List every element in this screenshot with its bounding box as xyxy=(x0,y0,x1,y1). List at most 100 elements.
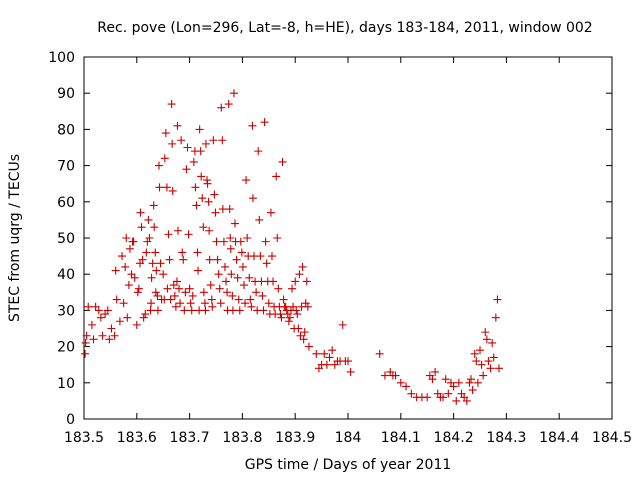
data-point xyxy=(84,302,93,311)
data-point xyxy=(185,284,194,293)
data-point xyxy=(439,393,448,402)
data-point xyxy=(200,299,209,308)
y-tick-label: 10 xyxy=(57,376,75,392)
data-point xyxy=(264,299,273,308)
data-point xyxy=(291,277,300,286)
data-point xyxy=(191,183,200,192)
data-point xyxy=(81,349,90,358)
x-axis: 183.5 183.6 183.7 183.8 183.9 184 184.1 184.2 18… xyxy=(64,57,632,446)
data-point xyxy=(279,295,288,304)
data-point xyxy=(375,349,384,358)
data-point xyxy=(491,313,500,322)
data-point xyxy=(118,252,127,261)
data-point xyxy=(277,313,286,322)
data-point xyxy=(160,154,169,163)
data-point xyxy=(217,103,226,112)
data-point xyxy=(119,299,128,308)
data-point xyxy=(322,360,331,369)
data-point xyxy=(155,183,164,192)
data-point xyxy=(208,302,217,311)
data-point xyxy=(266,208,275,217)
data-point xyxy=(252,288,261,297)
data-point xyxy=(180,306,189,315)
data-point xyxy=(489,353,498,362)
data-point xyxy=(111,266,120,275)
data-point xyxy=(380,371,389,380)
data-point xyxy=(218,205,227,214)
data-point xyxy=(302,277,311,286)
data-point xyxy=(136,208,145,217)
data-point xyxy=(285,313,294,322)
x-tick-label: 184 xyxy=(335,430,362,446)
data-point xyxy=(112,295,121,304)
data-point xyxy=(205,255,214,264)
data-point xyxy=(151,248,160,257)
data-point xyxy=(115,317,124,326)
data-point xyxy=(122,234,131,242)
data-point xyxy=(167,100,176,109)
data-point xyxy=(137,223,146,232)
data-point xyxy=(172,277,181,286)
data-point xyxy=(199,223,208,232)
data-point xyxy=(124,281,133,290)
y-tick-label: 50 xyxy=(57,231,75,247)
data-point xyxy=(488,338,497,347)
data-point xyxy=(94,306,103,315)
data-point xyxy=(184,230,193,239)
data-point xyxy=(161,129,170,138)
data-point xyxy=(204,197,213,206)
data-point xyxy=(441,375,450,384)
data-point xyxy=(177,136,186,145)
data-point xyxy=(162,183,171,192)
data-point xyxy=(159,270,168,279)
data-point xyxy=(292,306,301,315)
data-point xyxy=(328,346,337,355)
data-point xyxy=(147,299,156,308)
data-point xyxy=(255,215,264,224)
data-point xyxy=(262,259,271,268)
data-point xyxy=(209,136,218,145)
data-point xyxy=(298,262,307,271)
data-point xyxy=(165,255,174,264)
data-point xyxy=(304,342,313,351)
data-point xyxy=(273,234,282,242)
data-point xyxy=(96,313,105,322)
data-point xyxy=(192,201,201,210)
data-point xyxy=(225,205,234,214)
data-point xyxy=(87,320,96,329)
data-point xyxy=(138,255,147,264)
data-point xyxy=(206,281,215,290)
data-point xyxy=(320,349,329,358)
data-point xyxy=(129,237,138,246)
data-point xyxy=(325,353,334,362)
data-point xyxy=(476,346,484,355)
data-point xyxy=(407,389,416,398)
data-point xyxy=(130,273,139,282)
data-point xyxy=(269,277,278,286)
data-point xyxy=(176,299,185,308)
data-point xyxy=(196,147,205,156)
data-point xyxy=(465,378,474,387)
data-point xyxy=(186,299,195,308)
y-tick-label: 70 xyxy=(57,159,75,175)
data-point xyxy=(207,295,216,304)
data-point xyxy=(493,295,502,304)
data-point xyxy=(82,331,91,340)
data-point xyxy=(276,310,285,319)
data-point xyxy=(338,320,347,329)
data-point xyxy=(246,295,255,304)
data-point xyxy=(171,302,180,311)
data-point xyxy=(181,288,190,297)
data-point xyxy=(166,295,175,304)
data-point xyxy=(256,252,265,261)
data-point xyxy=(484,357,493,366)
data-point xyxy=(226,244,235,253)
data-point xyxy=(123,313,132,322)
data-point xyxy=(267,252,276,261)
data-point xyxy=(147,273,156,282)
data-point xyxy=(211,208,220,217)
data-point xyxy=(179,255,188,264)
x-tick-label: 183.5 xyxy=(64,430,104,446)
data-point xyxy=(243,234,252,242)
